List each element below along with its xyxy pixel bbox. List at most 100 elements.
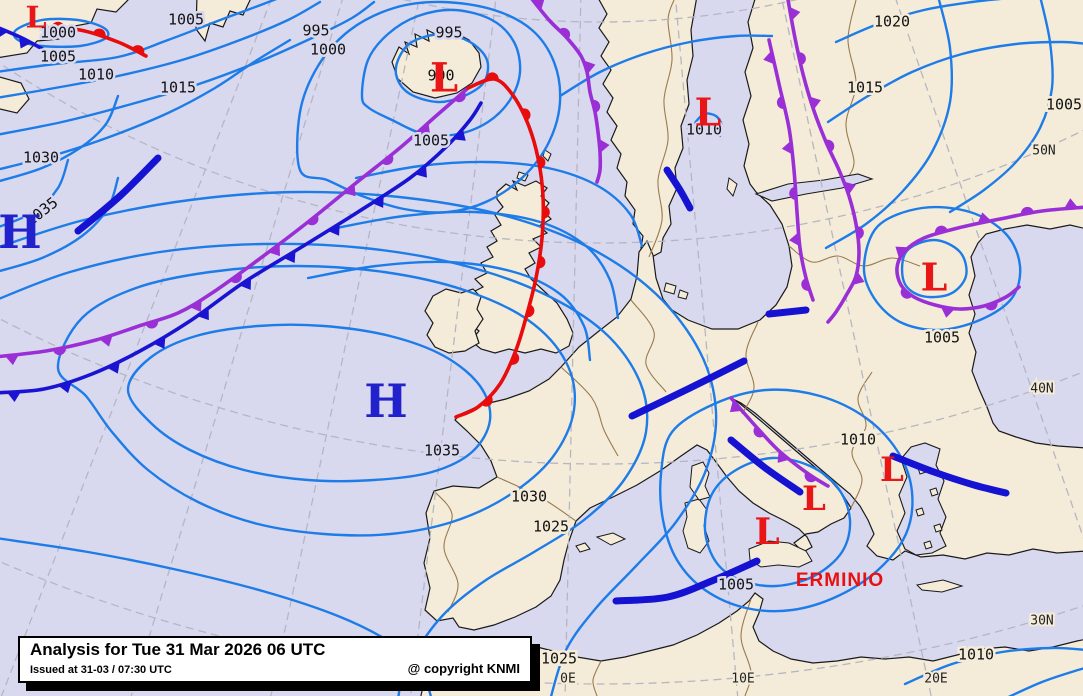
isobar-line bbox=[0, 190, 718, 696]
occluded-front bbox=[729, 396, 830, 488]
occluded-front-symbol bbox=[856, 226, 864, 240]
isobar-line bbox=[903, 646, 1083, 686]
pressure-value-label: 1010 bbox=[958, 646, 994, 664]
pressure-value-label: 1005 bbox=[1046, 96, 1082, 114]
occluded-front-symbol bbox=[801, 278, 810, 291]
island-shetland bbox=[542, 149, 552, 162]
warm-front bbox=[454, 72, 550, 419]
coastline-scandinavia bbox=[598, 0, 697, 259]
trough-line bbox=[74, 154, 162, 235]
cold-front-symbol bbox=[239, 277, 252, 290]
pressure-value-label: 1000 bbox=[40, 24, 76, 42]
country-border bbox=[592, 660, 602, 696]
country-border bbox=[850, 371, 873, 509]
occluded-front-symbol bbox=[381, 154, 394, 166]
isobar-line bbox=[824, 0, 954, 250]
pressure-value-label: 1005 bbox=[924, 329, 960, 347]
isobar-line bbox=[826, 40, 1083, 124]
trough-line bbox=[765, 306, 810, 318]
occluded-front-symbol bbox=[900, 288, 913, 299]
isobar-line bbox=[354, 160, 644, 248]
island-sardinia bbox=[682, 498, 710, 554]
occluded-front-symbol bbox=[804, 472, 817, 483]
cold-front-symbol bbox=[197, 307, 209, 321]
graticule-meridian bbox=[781, 0, 932, 696]
occluded-front-symbol bbox=[454, 91, 466, 103]
coastline-british-isles bbox=[465, 179, 574, 354]
storm-name-label: ERMINIO bbox=[796, 570, 884, 591]
pressure-center-H: H bbox=[364, 374, 407, 428]
isobar-line bbox=[0, 38, 292, 171]
coastline-iceland bbox=[391, 28, 482, 99]
occluded-front-symbol bbox=[753, 426, 765, 438]
graticule-meridian bbox=[0, 0, 272, 696]
island-funen bbox=[677, 289, 689, 300]
pressure-value-label: 1035 bbox=[424, 442, 460, 460]
coastline-greenland-east-strip bbox=[195, 0, 251, 43]
country-border bbox=[630, 299, 667, 393]
occluded-front-line bbox=[767, 38, 815, 302]
country-border bbox=[741, 321, 759, 415]
cold-front-symbol bbox=[327, 223, 340, 236]
country-border bbox=[433, 490, 459, 613]
occluded-front-line bbox=[786, 0, 861, 324]
graticule-label: 10E bbox=[731, 672, 754, 687]
occluded-front-symbol bbox=[592, 99, 601, 113]
occluded-front-symbol bbox=[230, 272, 242, 284]
occluded-front-symbol bbox=[789, 232, 800, 247]
isobar-line bbox=[0, 158, 70, 228]
cold-front bbox=[0, 26, 48, 53]
cold-front bbox=[0, 101, 483, 402]
country-border bbox=[648, 0, 675, 258]
occluded-front-symbol bbox=[599, 138, 610, 153]
isobar-line bbox=[692, 112, 724, 138]
pressure-value-label: 1015 bbox=[160, 79, 196, 97]
pressure-value-label: 995 bbox=[302, 22, 329, 40]
cold-front-symbol bbox=[107, 361, 120, 374]
warm-front-symbol bbox=[510, 352, 520, 365]
graticule-label: 30N bbox=[1030, 614, 1053, 629]
occluded-front-symbol bbox=[306, 214, 319, 226]
occluded-front-symbol bbox=[777, 450, 790, 463]
cold-front-symbol bbox=[7, 391, 21, 402]
occluded-front-symbol bbox=[985, 301, 998, 311]
fronts-layer bbox=[0, 0, 1083, 488]
warm-front-symbol bbox=[543, 205, 550, 219]
isobar-line bbox=[0, 0, 376, 136]
trough-line bbox=[727, 436, 804, 496]
occluded-front-symbol bbox=[789, 6, 801, 21]
cold-front-symbol bbox=[153, 336, 166, 349]
graticule-meridian bbox=[564, 0, 582, 696]
country-border bbox=[496, 476, 577, 522]
occluded-front-symbol bbox=[189, 299, 202, 313]
isobar-line bbox=[360, 8, 522, 137]
cold-front-symbol bbox=[18, 36, 32, 49]
isobar-line bbox=[126, 323, 492, 483]
pressure-value-label: 1010 bbox=[840, 431, 876, 449]
pressure-value-label: 1010 bbox=[686, 121, 722, 139]
cold-front-line bbox=[0, 101, 483, 395]
occluded-front-symbol bbox=[940, 306, 955, 318]
occluded-front-symbol bbox=[583, 60, 596, 75]
isobar-line bbox=[659, 388, 914, 613]
cold-front-symbol bbox=[283, 250, 296, 263]
graticule-meridian bbox=[895, 0, 1083, 539]
pressure-center-L: L bbox=[754, 511, 779, 553]
occluded-front-symbol bbox=[852, 271, 865, 285]
isobar-line bbox=[558, 34, 774, 98]
graticule-label: 20E bbox=[924, 672, 947, 687]
island-crete bbox=[915, 579, 964, 593]
isobar-line bbox=[862, 205, 1022, 332]
pressure-labels-layer: 1005100010051010101510301035995100099599… bbox=[19, 8, 1083, 689]
occluded-front-symbol bbox=[825, 139, 835, 153]
isobar-line bbox=[703, 456, 852, 588]
isobar-line bbox=[0, 0, 278, 73]
warm-front bbox=[40, 21, 148, 58]
occluded-front-symbol bbox=[789, 186, 797, 200]
analysis-info-box: Analysis for Tue 31 Mar 2026 06 UTC Issu… bbox=[18, 636, 532, 683]
copyright-notice: @ copyright KNMI bbox=[407, 661, 520, 676]
